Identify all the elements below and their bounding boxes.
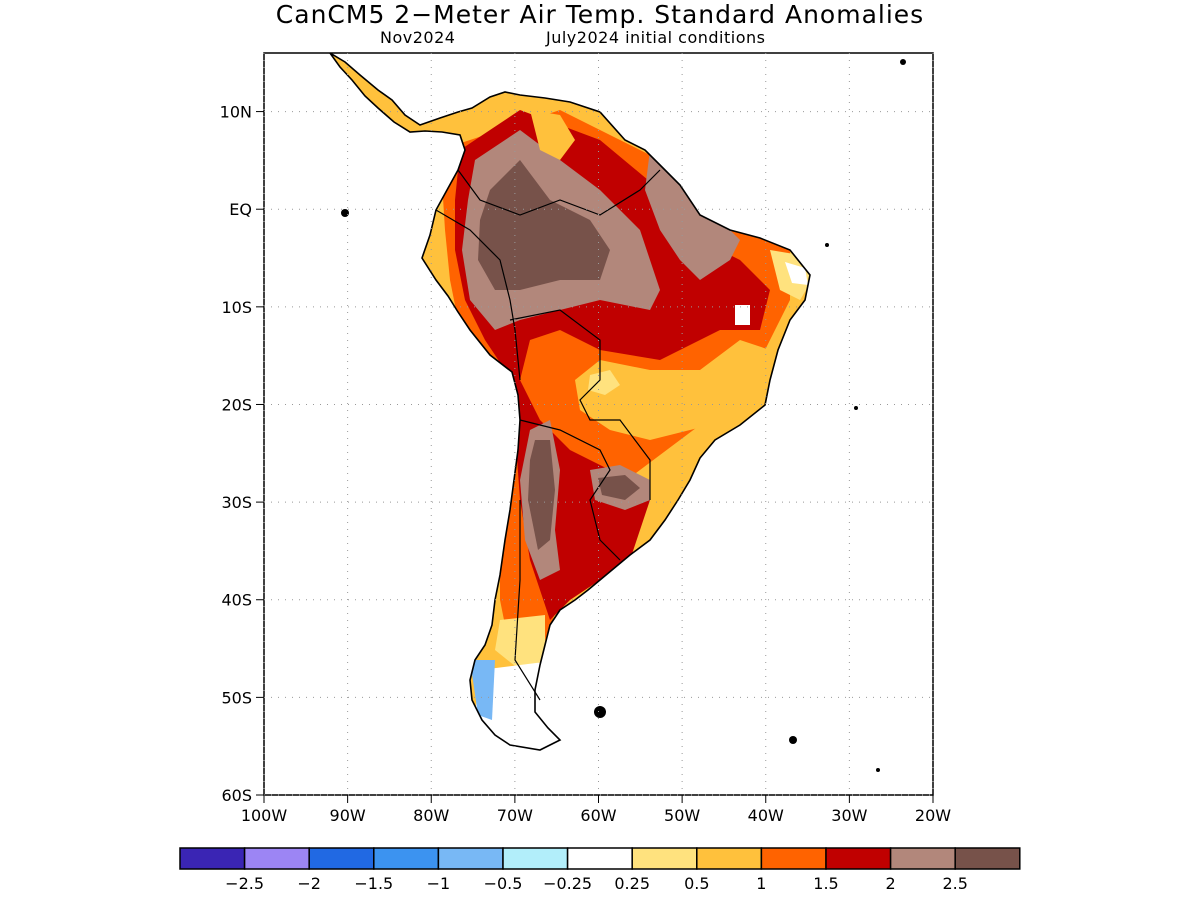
lon-label: 80W: [413, 806, 449, 825]
lon-label: 100W: [241, 806, 288, 825]
legend-label: 0.25: [614, 874, 650, 893]
legend-label: 0.5: [684, 874, 709, 893]
legend-swatch: [308, 847, 375, 870]
coastline: [329, 53, 906, 772]
legend-label: −2: [297, 874, 321, 893]
legend-swatch: [243, 847, 310, 870]
legend-label: 2.5: [942, 874, 967, 893]
lon-label: 60W: [580, 806, 616, 825]
initial-conditions: July2024 initial conditions: [546, 28, 766, 47]
legend-label: −0.25: [543, 874, 592, 893]
chart-title: CanCM5 2−Meter Air Temp. Standard Anomal…: [275, 0, 925, 29]
legend-swatch: [502, 847, 569, 870]
legend-swatch: [631, 847, 698, 870]
legend-swatch: [373, 847, 440, 870]
graticule: [263, 53, 934, 796]
lon-label: 40W: [748, 806, 784, 825]
legend-label: 2: [886, 874, 896, 893]
lon-label: 30W: [831, 806, 867, 825]
lat-label: 20S: [221, 395, 252, 414]
legend-swatch: [179, 847, 246, 870]
lon-label: 20W: [915, 806, 951, 825]
lat-label: 50S: [221, 688, 252, 707]
forecast-month: Nov2024: [380, 28, 456, 47]
lat-label: 10N: [220, 103, 252, 122]
legend-label: −1: [427, 874, 451, 893]
legend-swatch: [954, 847, 1021, 870]
lat-label: EQ: [229, 200, 252, 219]
legend-swatch: [889, 847, 956, 870]
lat-label: 40S: [221, 591, 252, 610]
lat-label: 30S: [221, 493, 252, 512]
legend-label: −1.5: [354, 874, 393, 893]
legend-swatch: [437, 847, 504, 870]
legend-label: −2.5: [225, 874, 264, 893]
legend-label: 1.5: [813, 874, 838, 893]
lon-label: 90W: [330, 806, 366, 825]
legend-swatch: [566, 847, 633, 870]
lon-label: 50W: [664, 806, 700, 825]
legend-label: −0.5: [484, 874, 523, 893]
legend-label: 1: [756, 874, 766, 893]
lon-label: 70W: [497, 806, 533, 825]
lat-label: 60S: [221, 786, 252, 805]
legend-swatch: [696, 847, 763, 870]
legend-swatch: [825, 847, 892, 870]
legend-swatch: [760, 847, 827, 870]
lat-label: 10S: [221, 298, 252, 317]
